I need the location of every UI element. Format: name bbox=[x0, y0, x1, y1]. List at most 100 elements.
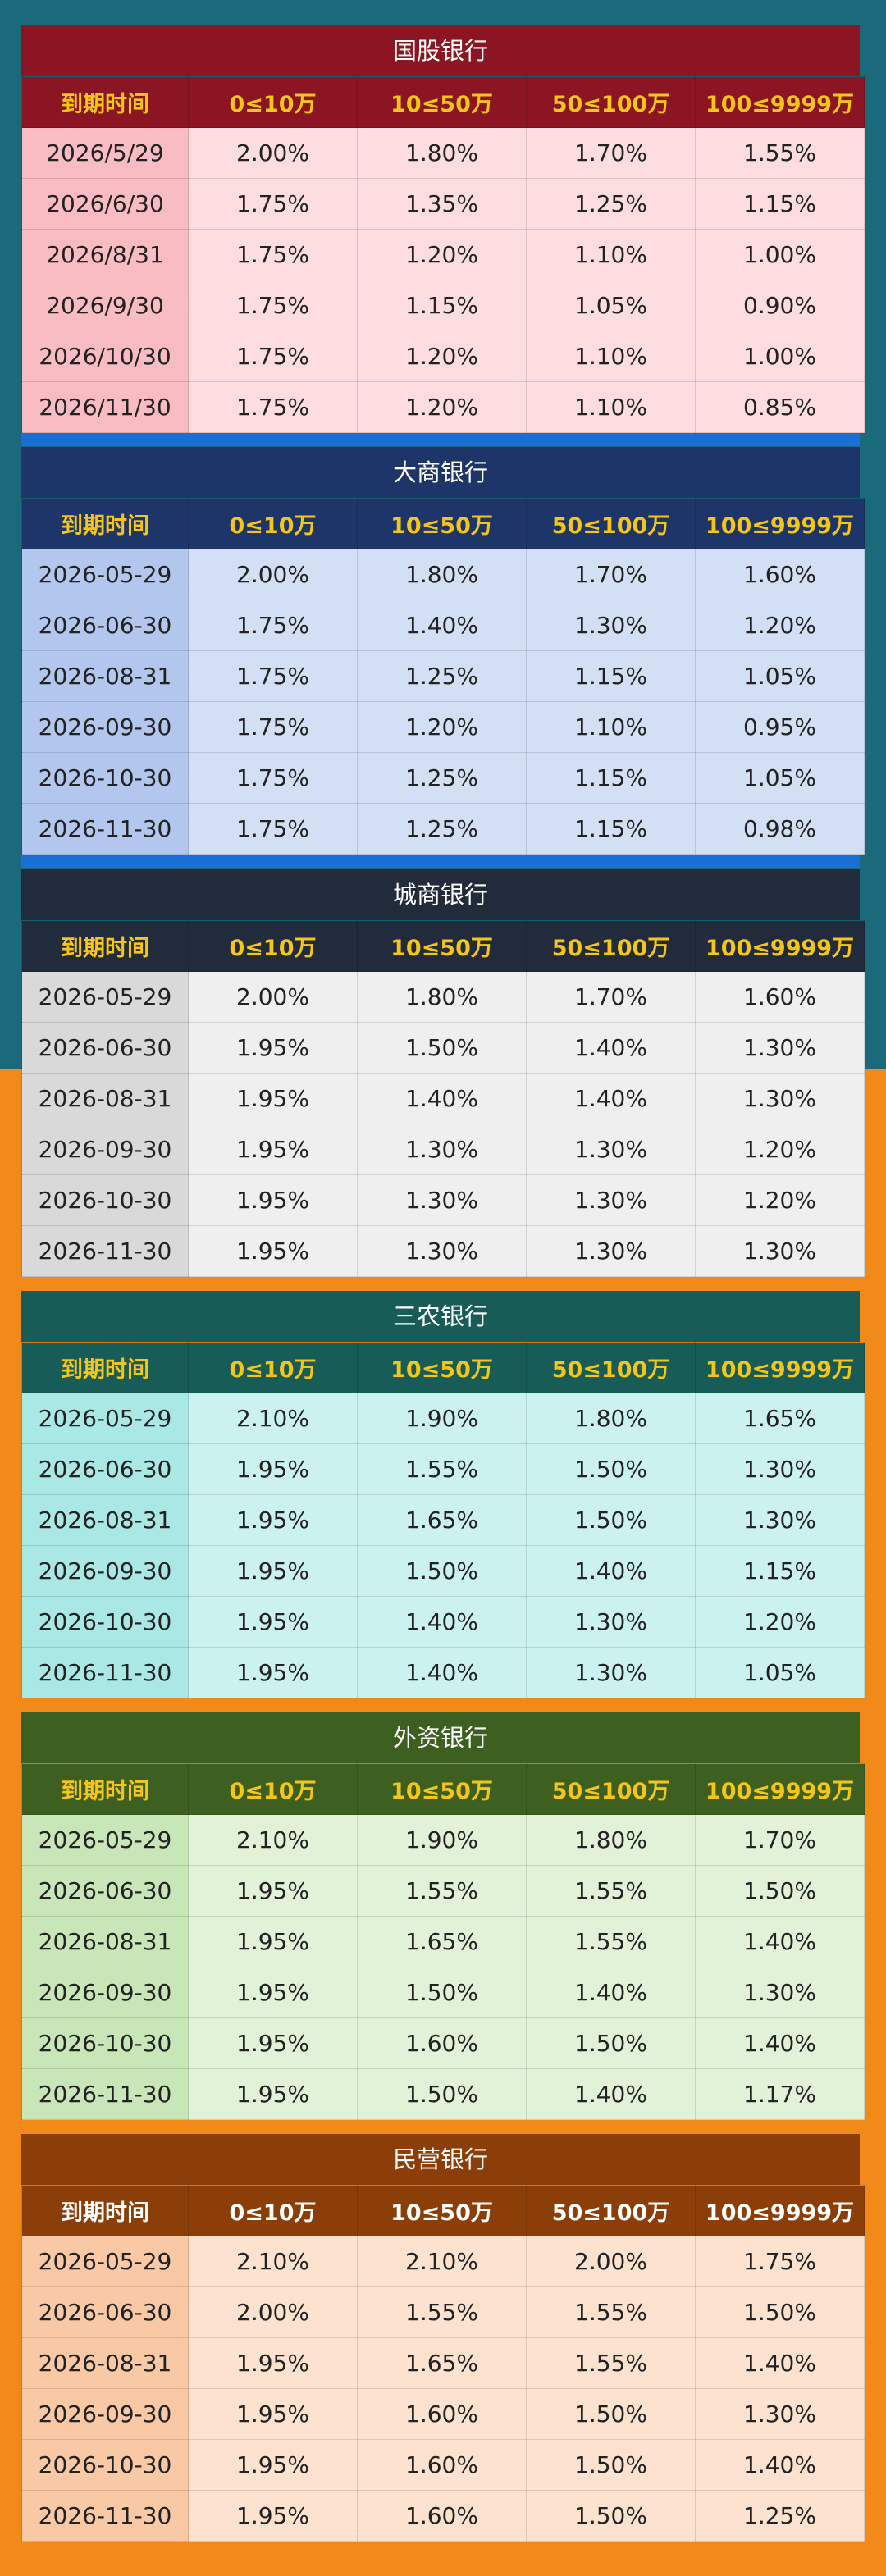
maturity-cell: 2026-10-30 bbox=[21, 2017, 189, 2069]
rate-cell: 1.95% bbox=[188, 2337, 358, 2389]
header-tier-3: 50≤100万 bbox=[526, 1763, 696, 1815]
rate-cell: 1.30% bbox=[357, 1124, 527, 1175]
maturity-cell: 2026-10-30 bbox=[21, 1596, 189, 1648]
header-maturity: 到期时间 bbox=[21, 1763, 189, 1815]
rate-cell: 1.95% bbox=[188, 2388, 358, 2440]
rate-cell: 1.10% bbox=[526, 331, 696, 382]
rate-cell: 1.65% bbox=[357, 2337, 527, 2389]
rate-cell: 1.95% bbox=[188, 1545, 358, 1597]
rate-table: 到期时间 0≤10万 10≤50万 50≤100万 100≤9999万 2026… bbox=[21, 2185, 865, 2542]
rate-cell: 1.05% bbox=[526, 280, 696, 331]
rate-cell: 1.50% bbox=[526, 1443, 696, 1495]
rate-cell: 1.95% bbox=[188, 1443, 358, 1495]
header-tier-1: 0≤10万 bbox=[188, 920, 358, 972]
header-maturity: 到期时间 bbox=[21, 76, 189, 128]
table-row: 2026-09-30 1.95% 1.60% 1.50% 1.30% bbox=[21, 2388, 865, 2440]
table-row: 2026-05-29 2.10% 2.10% 2.00% 1.75% bbox=[21, 2236, 865, 2287]
header-tier-1: 0≤10万 bbox=[188, 2185, 358, 2236]
rate-cell: 1.25% bbox=[695, 2490, 865, 2542]
rate-cell: 1.15% bbox=[357, 280, 527, 331]
rate-cell: 1.05% bbox=[695, 752, 865, 804]
rate-cell: 1.95% bbox=[188, 1225, 358, 1277]
rate-cell: 1.95% bbox=[188, 2017, 358, 2069]
rate-cell: 1.70% bbox=[526, 127, 696, 179]
header-maturity: 到期时间 bbox=[21, 498, 189, 549]
maturity-cell: 2026-11-30 bbox=[21, 803, 189, 855]
table-row: 2026-06-30 1.75% 1.40% 1.30% 1.20% bbox=[21, 600, 865, 651]
header-tier-3: 50≤100万 bbox=[526, 2185, 696, 2236]
rate-cell: 1.80% bbox=[526, 1814, 696, 1866]
maturity-cell: 2026-05-29 bbox=[21, 2236, 189, 2287]
maturity-cell: 2026-10-30 bbox=[21, 1174, 189, 1226]
rate-cell: 1.15% bbox=[526, 650, 696, 702]
maturity-cell: 2026-06-30 bbox=[21, 2286, 189, 2338]
maturity-cell: 2026-08-31 bbox=[21, 1916, 189, 1967]
bank-block-sannong: 三农银行 到期时间 0≤10万 10≤50万 50≤100万 100≤9999万… bbox=[21, 1291, 865, 1698]
table-header-row: 到期时间 0≤10万 10≤50万 50≤100万 100≤9999万 bbox=[21, 920, 865, 972]
table-row: 2026-09-30 1.95% 1.50% 1.40% 1.15% bbox=[21, 1545, 865, 1597]
header-maturity: 到期时间 bbox=[21, 920, 189, 972]
rate-cell: 1.30% bbox=[695, 2388, 865, 2440]
rate-cell: 1.30% bbox=[526, 1596, 696, 1648]
rate-cell: 1.50% bbox=[526, 2490, 696, 2542]
rate-cell: 1.40% bbox=[357, 1073, 527, 1124]
table-row: 2026-05-29 2.10% 1.90% 1.80% 1.65% bbox=[21, 1393, 865, 1444]
rate-cell: 1.75% bbox=[188, 331, 358, 382]
table-row: 2026-08-31 1.95% 1.65% 1.55% 1.40% bbox=[21, 2337, 865, 2389]
table-row: 2026-10-30 1.95% 1.40% 1.30% 1.20% bbox=[21, 1596, 865, 1648]
table-row: 2026-08-31 1.75% 1.25% 1.15% 1.05% bbox=[21, 650, 865, 702]
table-header-row: 到期时间 0≤10万 10≤50万 50≤100万 100≤9999万 bbox=[21, 1342, 865, 1393]
table-row: 2026-09-30 1.95% 1.50% 1.40% 1.30% bbox=[21, 1967, 865, 2018]
rate-cell: 1.15% bbox=[695, 1545, 865, 1597]
maturity-cell: 2026-06-30 bbox=[21, 1443, 189, 1495]
table-row: 2026-06-30 1.95% 1.55% 1.55% 1.50% bbox=[21, 1865, 865, 1917]
rate-cell: 1.50% bbox=[357, 1022, 527, 1074]
maturity-cell: 2026-05-29 bbox=[21, 1814, 189, 1866]
rate-cell: 1.75% bbox=[188, 381, 358, 433]
rate-cell: 1.95% bbox=[188, 1022, 358, 1074]
maturity-cell: 2026-11-30 bbox=[21, 1225, 189, 1277]
table-row: 2026-05-29 2.00% 1.80% 1.70% 1.60% bbox=[21, 549, 865, 600]
maturity-cell: 2026-09-30 bbox=[21, 1124, 189, 1175]
bank-title: 民营银行 bbox=[21, 2134, 860, 2185]
header-tier-1: 0≤10万 bbox=[188, 498, 358, 549]
rate-cell: 1.95% bbox=[188, 1596, 358, 1648]
maturity-cell: 2026-08-31 bbox=[21, 1073, 189, 1124]
rate-cell: 1.90% bbox=[357, 1814, 527, 1866]
rate-cell: 1.75% bbox=[188, 650, 358, 702]
rate-cell: 1.50% bbox=[357, 2068, 527, 2120]
rate-cell: 1.75% bbox=[188, 752, 358, 804]
header-tier-3: 50≤100万 bbox=[526, 498, 696, 549]
rate-cell: 1.55% bbox=[526, 2286, 696, 2338]
rate-cell: 1.75% bbox=[695, 2236, 865, 2287]
table-row: 2026/6/30 1.75% 1.35% 1.25% 1.15% bbox=[21, 178, 865, 230]
rate-cell: 1.25% bbox=[357, 803, 527, 855]
maturity-cell: 2026-05-29 bbox=[21, 971, 189, 1023]
maturity-cell: 2026-08-31 bbox=[21, 1494, 189, 1546]
table-row: 2026/5/29 2.00% 1.80% 1.70% 1.55% bbox=[21, 127, 865, 179]
rate-cell: 1.80% bbox=[526, 1393, 696, 1444]
rate-cell: 1.30% bbox=[526, 1647, 696, 1698]
rate-cell: 1.60% bbox=[357, 2388, 527, 2440]
rate-cell: 1.65% bbox=[695, 1393, 865, 1444]
rate-cell: 2.00% bbox=[188, 127, 358, 179]
rate-cell: 1.50% bbox=[526, 1494, 696, 1546]
rate-cell: 1.50% bbox=[526, 2388, 696, 2440]
table-row: 2026-10-30 1.75% 1.25% 1.15% 1.05% bbox=[21, 752, 865, 804]
maturity-cell: 2026-08-31 bbox=[21, 2337, 189, 2389]
rate-cell: 1.30% bbox=[357, 1225, 527, 1277]
maturity-cell: 2026-11-30 bbox=[21, 1647, 189, 1698]
rate-cell: 1.75% bbox=[188, 178, 358, 230]
maturity-cell: 2026-09-30 bbox=[21, 701, 189, 753]
table-row: 2026-11-30 1.95% 1.40% 1.30% 1.05% bbox=[21, 1647, 865, 1698]
maturity-cell: 2026-05-29 bbox=[21, 549, 189, 600]
rate-cell: 1.95% bbox=[188, 1124, 358, 1175]
rate-cell: 1.40% bbox=[526, 1022, 696, 1074]
rate-cell: 1.95% bbox=[188, 2490, 358, 2542]
rate-cell: 1.20% bbox=[357, 331, 527, 382]
header-tier-4: 100≤9999万 bbox=[695, 1342, 865, 1393]
rate-cell: 1.20% bbox=[695, 600, 865, 651]
rate-cell: 1.20% bbox=[695, 1174, 865, 1226]
header-tier-4: 100≤9999万 bbox=[695, 2185, 865, 2236]
rate-cell: 1.05% bbox=[695, 650, 865, 702]
